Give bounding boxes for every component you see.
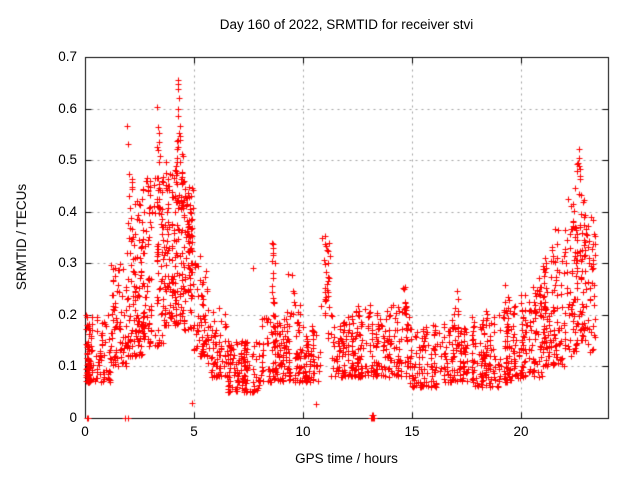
y-tick-label: 0.3 [58, 255, 77, 270]
x-tick-label: 15 [404, 424, 420, 439]
y-tick-label: 0.6 [58, 101, 77, 116]
x-tick-label: 5 [190, 424, 198, 439]
y-tick-label: 0.5 [58, 152, 77, 167]
y-tick-label: 0.4 [58, 204, 77, 219]
y-tick-label: 0.7 [58, 49, 77, 64]
x-axis-label: GPS time / hours [295, 451, 398, 466]
y-tick-label: 0.2 [58, 307, 77, 322]
x-tick-label: 20 [513, 424, 529, 439]
x-tick-label: 0 [81, 424, 89, 439]
y-tick-label: 0.1 [58, 358, 77, 373]
y-axis-label: SRMTID / TECUs [14, 183, 29, 291]
x-tick-label: 10 [295, 424, 311, 439]
chart-title: Day 160 of 2022, SRMTID for receiver stv… [219, 17, 474, 32]
y-tick-label: 0 [69, 410, 77, 425]
